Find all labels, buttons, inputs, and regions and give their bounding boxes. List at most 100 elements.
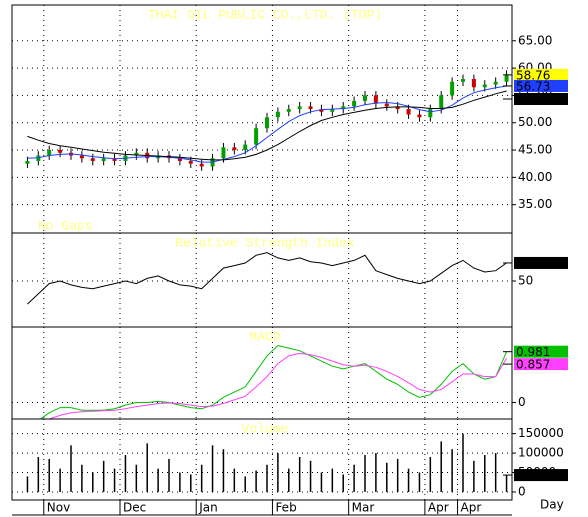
candle-body [243,144,248,151]
candle-body [25,160,30,164]
bar [331,468,334,492]
panel-frame [11,418,513,501]
bar [386,462,388,492]
bar [298,456,301,492]
candle-body [363,95,367,101]
bar [484,455,486,492]
bar [222,449,225,492]
panel-title: THAI OIL PUBLIC CO.,LTD. (TOP) [148,7,382,22]
candle-body [341,106,346,110]
bar [375,453,377,492]
value-label: 58.76 [516,68,550,82]
bar [473,460,475,492]
panel-title: MACD [249,329,280,344]
x-tick-label: Apr [428,501,449,515]
bar [146,443,148,492]
candle-body [504,74,509,82]
bar [168,458,170,492]
line-series [27,85,507,163]
value-label-box [514,345,568,358]
y-tick-label: 65.00 [518,33,552,47]
bar [288,468,290,492]
bar [266,464,268,492]
bar [440,441,442,492]
panel-frame [11,326,513,422]
line-series [27,352,508,424]
value-label: 64.04 [516,256,550,270]
candle-body [36,155,41,161]
value-label-box [514,79,568,92]
candle-body [90,158,95,161]
y-tick-label: 35.00 [518,197,552,211]
candle-body [101,158,106,161]
bar [277,453,279,492]
candle-body [352,100,357,107]
line-series [27,90,507,161]
bar [48,458,50,492]
candle-body [297,106,302,110]
candle-body [373,95,378,104]
x-tick-label: Nov [47,501,70,515]
candle-body [275,111,280,118]
bar [26,476,29,492]
candle-body [450,81,455,96]
candle-body [112,158,117,161]
x-tick-label: Apr [461,501,482,515]
value-label-box [514,358,568,371]
value-label-box [514,68,568,81]
y-tick-label: 50.00 [518,115,552,129]
value-label: 0.857 [516,358,550,372]
bar [113,468,116,492]
candle-body [493,81,498,85]
x-tick-label: Jan [198,501,218,515]
x-tick-label: Feb [275,501,296,515]
bar [233,468,236,492]
candle-body [265,117,269,129]
value-label: 56.73 [516,79,550,93]
value-label: 0.981 [516,345,550,359]
candle-body [134,152,139,156]
bar [135,464,138,492]
bar [407,468,410,492]
bar [309,460,312,492]
candle-body [417,114,422,118]
panel-frame [11,4,513,236]
bar [505,475,508,492]
bar [157,468,159,492]
bar [190,474,192,492]
candle-body [406,109,411,115]
bar [59,468,61,492]
candle-body [471,79,476,88]
bar [70,445,72,492]
bar [342,474,344,492]
bar [418,472,421,492]
bar [429,456,432,492]
candle-body [428,109,433,118]
bar [200,464,203,492]
bar [92,472,94,492]
candle-body [286,109,291,112]
bar [364,455,366,492]
candle-body [199,163,204,167]
candle-body [232,147,237,151]
candle-body [319,109,324,112]
candle-body [177,158,182,161]
bar [494,453,497,492]
candle-body [188,160,193,164]
candle-body [47,150,52,156]
bar [451,449,453,492]
x-tick-label: Mar [352,501,375,515]
y-tick-label: 0 [518,395,526,409]
bar [462,433,464,492]
candle-body [221,147,226,159]
candle-body [254,128,259,145]
bar [353,464,355,492]
candle-body [482,84,487,88]
value-label: 43402 [516,469,554,483]
line-series [27,344,508,427]
candle-body [79,155,84,159]
bar [37,456,40,492]
value-label-box [514,256,568,269]
candle-body [308,106,313,110]
candle-body [58,150,63,153]
